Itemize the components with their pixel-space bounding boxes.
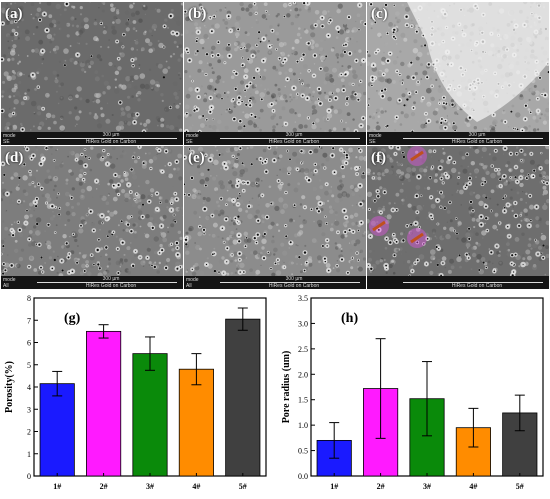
bar	[178, 368, 214, 477]
mode-text-c: mode	[369, 133, 382, 139]
sem-info-bar-a: mode SE 300 µm HiRes Gold on Carbon	[1, 132, 183, 145]
sem-info-bar-c: mode SE 300 µm HiRes Gold on Carbon	[367, 132, 549, 145]
detector-text-c: SE	[369, 139, 376, 145]
y-tick-label: 1	[27, 450, 31, 459]
sem-image-f	[367, 146, 549, 289]
y-tick-label: 3	[27, 405, 31, 414]
scale-text-c: 300 µm	[468, 132, 486, 138]
scale-text-a: 300 µm	[102, 132, 120, 138]
sem-image-a	[1, 2, 183, 145]
panel-label-b: (b)	[188, 6, 207, 22]
porosity-bar-chart: 0 1 2 3 4 5 6 7 8 1# 2# 3# 4# 5# Porosity(%) (g)	[4, 294, 267, 491]
pore-radius-bar-chart: 0.0 0.5 1.0 1.5 2.0 2.5 3.0 3.5 1# 2# 3# 4# 5# Pore r…	[281, 294, 544, 491]
x-tick-label: 5#	[239, 482, 247, 491]
sem-panel-e: (e) mode All 300 µm HiRes Gold on Carbon	[184, 146, 366, 289]
y-axis-label: Porosity(%)	[4, 361, 15, 413]
y-tick-label: 3.0	[298, 319, 308, 328]
sem-panel-b: (b) mode SE 300 µm HiRes Gold on Carbon	[184, 2, 366, 145]
panel-label-g: (g)	[64, 311, 81, 326]
coating-text-b: HiRes Gold on Carbon	[268, 139, 320, 145]
coating-text-e: HiRes Gold on Carbon	[268, 283, 320, 289]
x-tick-label: 4#	[192, 482, 200, 491]
bar	[225, 318, 261, 477]
detector-text-e: All	[186, 283, 192, 289]
y-tick-label: 0.5	[298, 447, 308, 456]
sem-panel-d: (d) mode All 300 µm HiRes Gold on Carbon	[1, 146, 183, 289]
sem-image-e	[184, 146, 366, 289]
y-tick-label: 2.5	[298, 345, 308, 354]
scale-bar-c	[403, 138, 543, 139]
scale-bar-d	[37, 282, 177, 283]
y-tick-label: 3.5	[298, 294, 308, 303]
mode-text-e: mode	[186, 277, 199, 283]
panel-label-d: (d)	[5, 150, 24, 166]
mode-text-a: mode	[3, 133, 16, 139]
x-tick-label: 1#	[53, 482, 61, 491]
y-tick-label: 0	[27, 472, 31, 481]
bar	[86, 330, 122, 477]
scale-text-e: 300 µm	[285, 276, 303, 282]
y-tick-label: 1.5	[298, 396, 308, 405]
bar	[132, 353, 168, 477]
mode-text-b: mode	[186, 133, 199, 139]
sem-info-bar-b: mode SE 300 µm HiRes Gold on Carbon	[184, 132, 366, 145]
scale-text-d: 300 µm	[102, 276, 120, 282]
x-tick-label: 2#	[100, 482, 108, 491]
y-tick-label: 2	[27, 428, 31, 437]
panel-label-h: (h)	[341, 311, 358, 326]
x-tick-label: 4#	[469, 482, 477, 491]
sem-panel-f: (f) HiRes Gold on Carbon	[367, 146, 549, 289]
sem-image-b	[184, 2, 366, 145]
y-tick-label: 8	[27, 294, 31, 303]
scale-text-b: 300 µm	[285, 132, 303, 138]
detector-text-a: SE	[3, 139, 10, 145]
sem-panel-c: (c) mode SE 300 µm HiRes Gold on Carbon	[367, 2, 549, 145]
panel-label-a: (a)	[5, 6, 23, 22]
panel-label-c: (c)	[371, 6, 388, 22]
sem-info-bar-d: mode All 300 µm HiRes Gold on Carbon	[1, 276, 183, 289]
x-tick-label: 2#	[377, 482, 385, 491]
sem-image-c	[367, 2, 549, 145]
coating-text-c: HiRes Gold on Carbon	[451, 139, 503, 145]
y-axis-label: Pore radius (um)	[281, 351, 292, 424]
y-tick-label: 4	[27, 383, 31, 392]
scale-bar-f	[403, 282, 543, 283]
mode-text-d: mode	[3, 277, 16, 283]
detector-text-d: All	[3, 283, 9, 289]
y-tick-label: 1.0	[298, 421, 308, 430]
panel-label-e: (e)	[188, 150, 205, 166]
detector-text-b: SE	[186, 139, 193, 145]
scale-bar-b	[220, 138, 360, 139]
x-tick-label: 5#	[516, 482, 524, 491]
y-tick-label: 7	[27, 316, 31, 325]
bar	[39, 383, 75, 477]
scale-bar-e	[220, 282, 360, 283]
y-tick-label: 0.0	[298, 472, 308, 481]
sem-info-bar-e: mode All 300 µm HiRes Gold on Carbon	[184, 276, 366, 289]
y-tick-label: 6	[27, 339, 31, 348]
y-tick-label: 5	[27, 361, 31, 370]
coating-text-a: HiRes Gold on Carbon	[85, 139, 137, 145]
x-tick-label: 3#	[146, 482, 154, 491]
sem-panel-a: (a) mode SE 300 µm HiRes Gold on Carbon	[1, 2, 183, 145]
sem-image-d	[1, 146, 183, 289]
y-tick-label: 2.0	[298, 370, 308, 379]
coating-text-d: HiRes Gold on Carbon	[85, 283, 137, 289]
sem-info-bar-f: HiRes Gold on Carbon	[367, 276, 549, 289]
panel-label-f: (f)	[371, 150, 386, 166]
x-tick-label: 3#	[423, 482, 431, 491]
scale-bar-a	[37, 138, 177, 139]
x-tick-label: 1#	[330, 482, 338, 491]
coating-text-f: HiRes Gold on Carbon	[451, 283, 503, 289]
